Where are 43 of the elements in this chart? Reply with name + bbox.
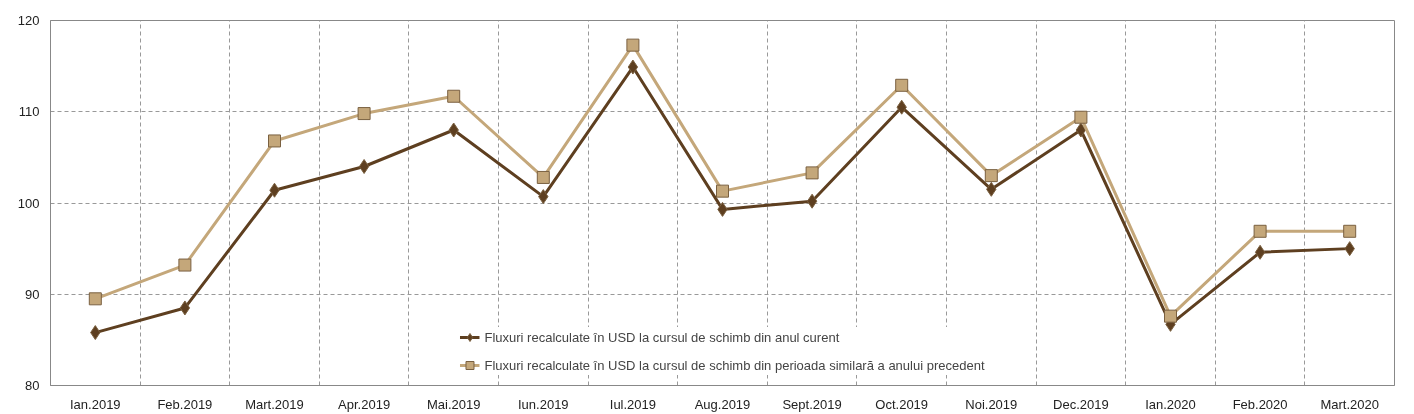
- point: [1343, 224, 1357, 238]
- point: [1164, 309, 1177, 323]
- point: [895, 78, 909, 92]
- point: [1253, 224, 1267, 238]
- point: [716, 184, 729, 198]
- y-tick-label: 80: [25, 378, 40, 393]
- point: [805, 166, 819, 180]
- x-tick-label: Ian.2020: [1145, 396, 1196, 412]
- point: [88, 292, 102, 306]
- x-tick-label: Mai.2019: [426, 396, 481, 412]
- point: [984, 169, 998, 183]
- point: [178, 258, 192, 272]
- x-tick-label: Mart.2020: [1320, 396, 1379, 412]
- x-tick-label: Feb.2020: [1232, 396, 1288, 412]
- point: [806, 193, 818, 209]
- legend-label: Fluxuri recalculate în USD la cursul de schimb din anul curent: [484, 329, 840, 345]
- point: [357, 107, 371, 121]
- x-tick-label: Apr.2019: [338, 396, 391, 412]
- x-tick-label: Dec.2019: [1053, 396, 1109, 412]
- point: [627, 59, 639, 75]
- x-tick-label: Aug.2019: [694, 396, 751, 412]
- x-tick-label: Oct.2019: [875, 396, 929, 412]
- legend-label: Fluxuri recalculate în USD la cursul de schimb din perioada similară a anului precedent: [484, 357, 985, 373]
- point: [179, 300, 191, 316]
- y-tick-label: 110: [18, 104, 40, 120]
- point: [626, 38, 640, 52]
- y-tick-label: 100: [17, 195, 40, 211]
- point: [536, 170, 550, 184]
- x-tick-label: Feb.2019: [157, 396, 213, 412]
- x-tick-label: Noi.2019: [965, 396, 1018, 412]
- x-tick-label: Iul.2019: [609, 396, 657, 412]
- y-tick-label: 120: [17, 13, 40, 28]
- x-tick-label: Mart.2019: [245, 396, 304, 412]
- x-tick-label: Sept.2019: [782, 396, 842, 412]
- x-tick-label: Iun.2019: [518, 396, 569, 412]
- y-tick-label: 90: [25, 286, 40, 302]
- point: [1074, 110, 1088, 124]
- point: [268, 134, 281, 148]
- point: [447, 89, 461, 103]
- point: [1075, 122, 1087, 138]
- x-tick-label: Ian.2019: [70, 396, 121, 412]
- point: [358, 159, 370, 174]
- point: [1254, 244, 1266, 260]
